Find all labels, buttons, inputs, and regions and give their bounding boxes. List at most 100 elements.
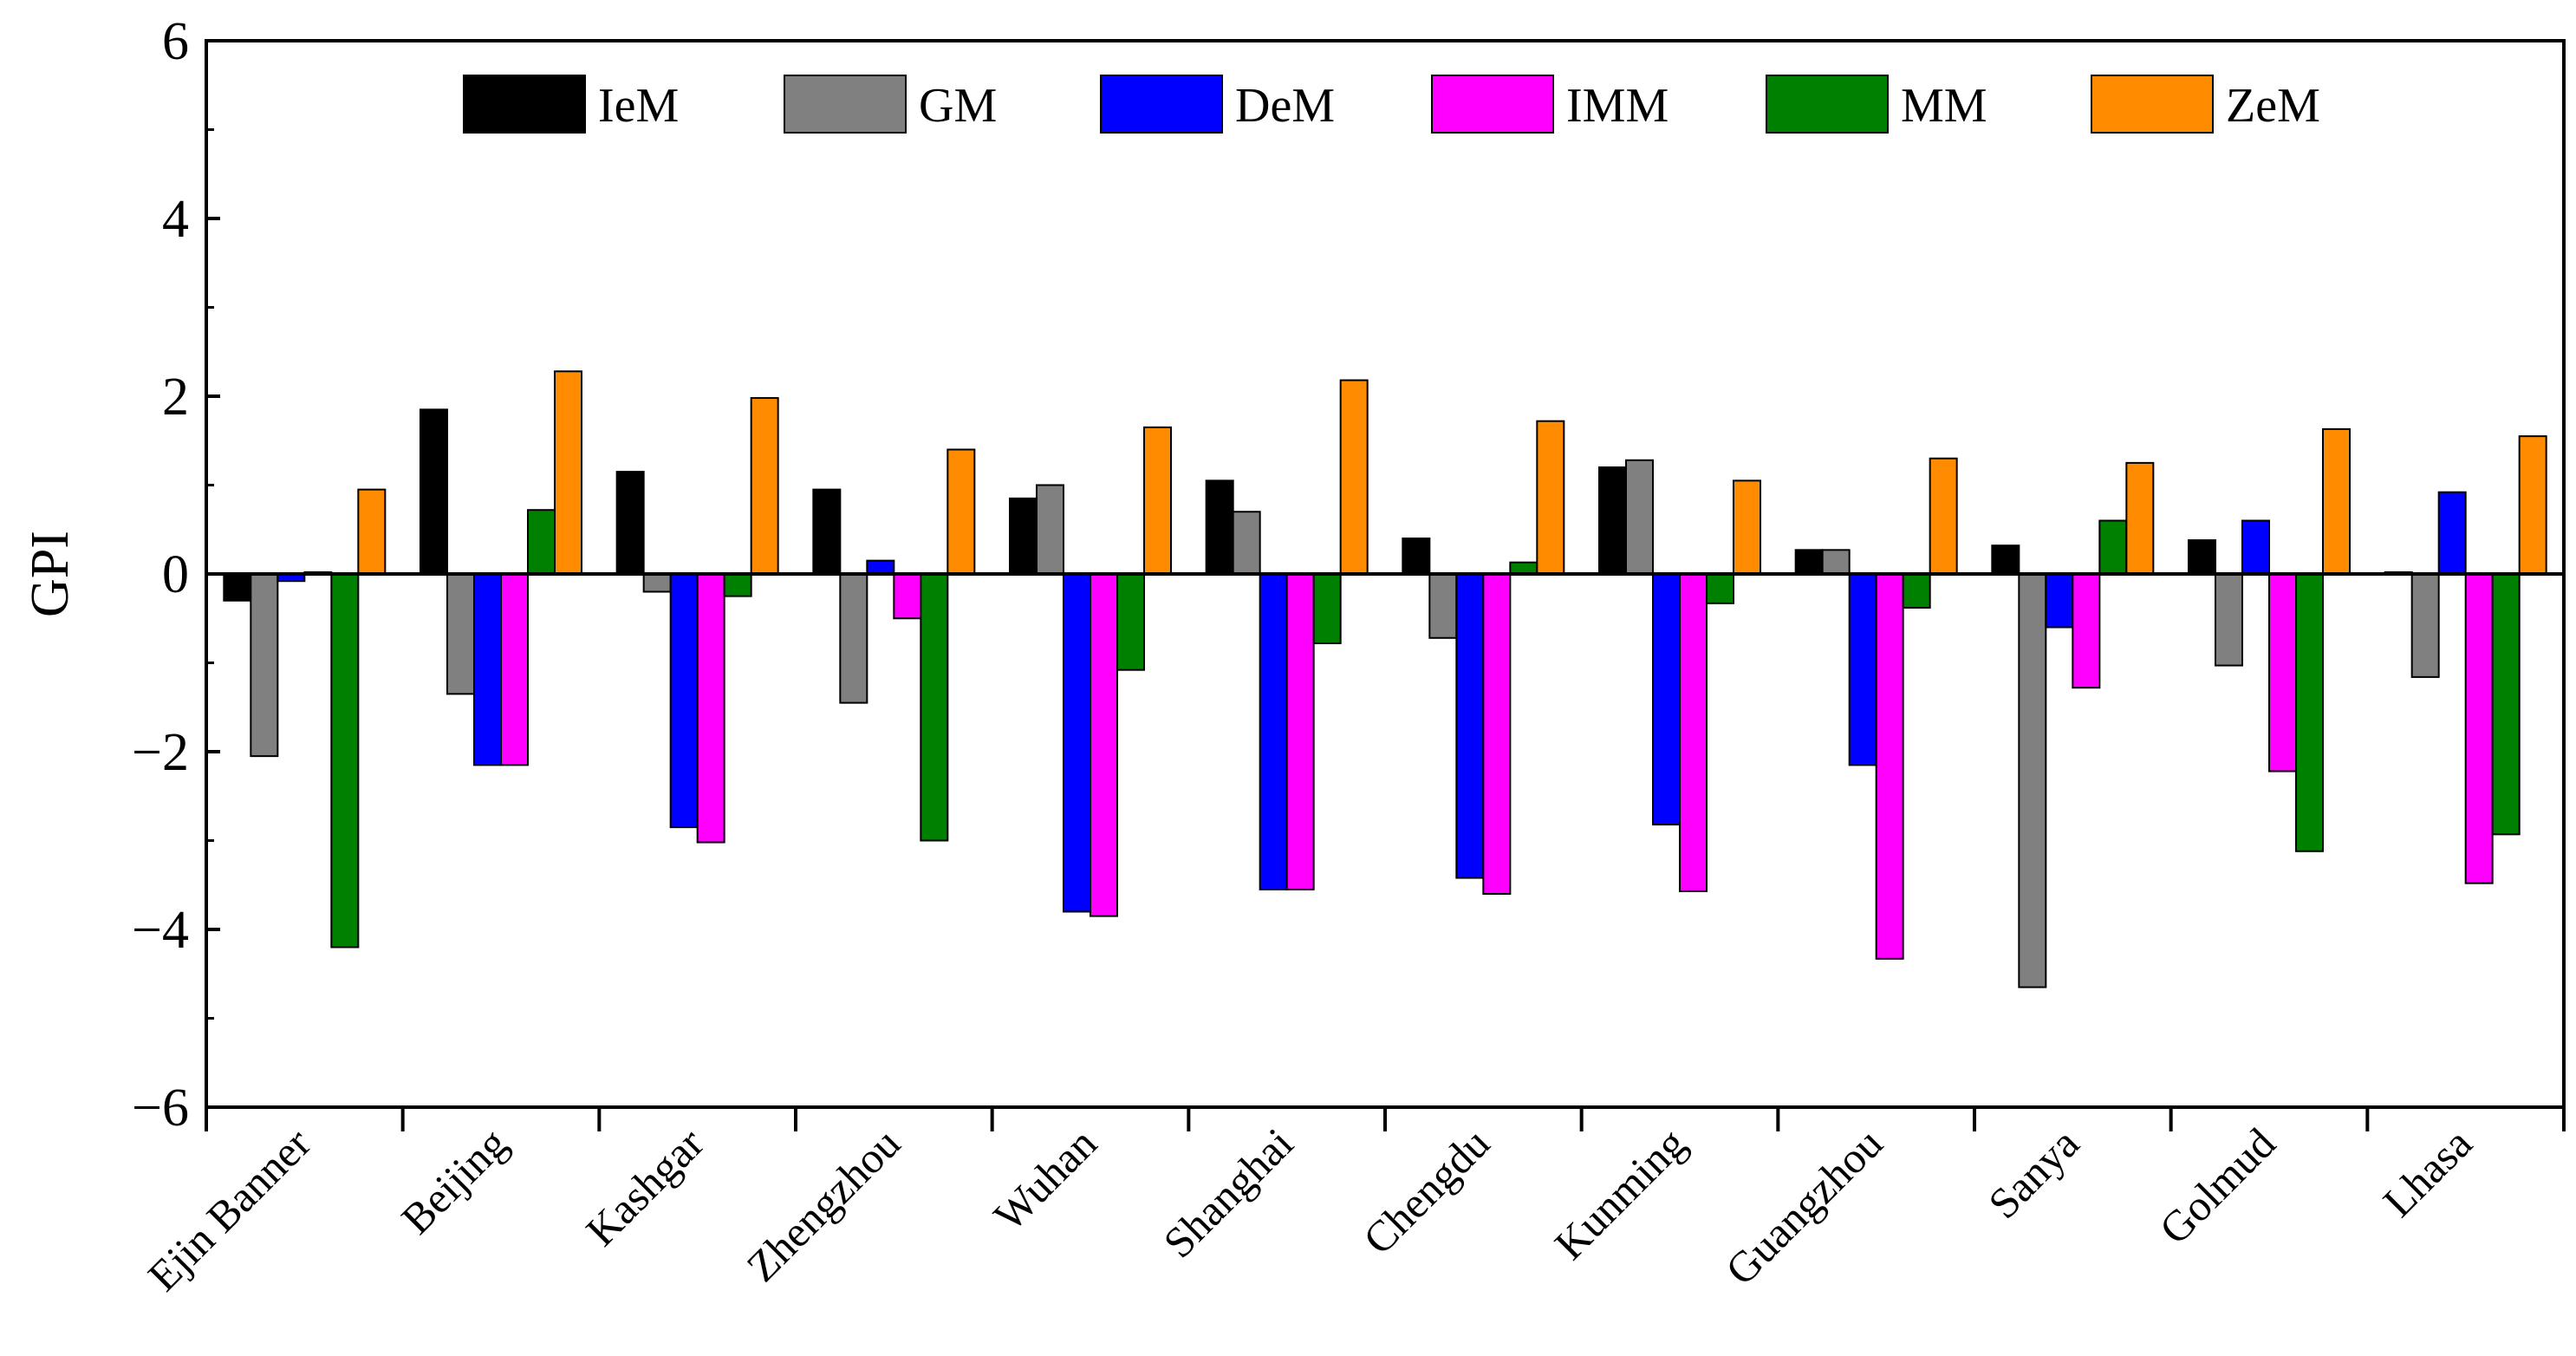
bar-iem-shanghai bbox=[1205, 479, 1234, 575]
bar-zem-guangzhou bbox=[1929, 457, 1958, 575]
y-tick-label: −4 bbox=[132, 901, 189, 960]
legend-swatch-zem bbox=[2091, 75, 2214, 134]
bar-mm-wuhan bbox=[1116, 573, 1145, 671]
y-tick-label: 0 bbox=[162, 545, 189, 604]
y-tick-label: −6 bbox=[132, 1079, 189, 1138]
legend-swatch-gm bbox=[784, 75, 907, 134]
x-tick-label: Lhasa bbox=[2373, 1118, 2481, 1226]
bar-iem-sanya bbox=[1991, 544, 2020, 576]
y-tick-label: 6 bbox=[162, 12, 189, 71]
legend-label-mm: MM bbox=[1901, 79, 1987, 133]
x-axis: Ejin Banner Beijing Kashgar Zhengzhou Wuhan S… bbox=[139, 1107, 2566, 1301]
bar-mm-beijing bbox=[527, 509, 556, 576]
legend-swatch-imm bbox=[1431, 75, 1554, 134]
bar-zem-beijing bbox=[554, 370, 582, 575]
bar-dem-kashgar bbox=[669, 573, 699, 829]
bars-layer bbox=[223, 370, 2547, 988]
bar-mm-sanya bbox=[2098, 519, 2128, 575]
bar-gm-golmud bbox=[2215, 573, 2243, 667]
bar-imm-kashgar bbox=[696, 573, 725, 844]
bar-gm-chengdu bbox=[1428, 573, 1458, 639]
bar-zem-wuhan bbox=[1143, 426, 1172, 575]
bar-zem-golmud bbox=[2322, 427, 2351, 575]
bar-gm-kashgar bbox=[642, 573, 672, 593]
x-tick-label: Kashgar bbox=[576, 1118, 713, 1255]
x-tick-label: Golmud bbox=[2150, 1118, 2284, 1253]
bar-iem-kashgar bbox=[615, 471, 645, 575]
bar-mm-zhengzhou bbox=[920, 573, 949, 842]
legend-swatch-dem bbox=[1100, 75, 1223, 134]
bar-dem-wuhan bbox=[1063, 573, 1091, 913]
bar-dem-golmud bbox=[2241, 519, 2270, 575]
bar-mm-lhasa bbox=[2491, 573, 2521, 836]
bar-zem-shanghai bbox=[1339, 379, 1369, 575]
bar-mm-golmud bbox=[2295, 573, 2324, 852]
y-tick-label: 2 bbox=[162, 368, 189, 427]
bar-zem-kashgar bbox=[750, 397, 779, 575]
bar-gm-sanya bbox=[2018, 573, 2047, 988]
bar-zem-ejin-banner bbox=[357, 488, 387, 575]
bar-iem-wuhan bbox=[1009, 497, 1038, 575]
bar-zem-kunming bbox=[1733, 479, 1761, 575]
bar-gm-ejin-banner bbox=[250, 573, 279, 758]
bar-zem-chengdu bbox=[1536, 420, 1565, 576]
bar-mm-kashgar bbox=[723, 573, 752, 597]
bar-zem-zhengzhou bbox=[946, 448, 976, 575]
bar-dem-shanghai bbox=[1259, 573, 1288, 890]
y-tick-label: 4 bbox=[162, 190, 189, 249]
bar-dem-lhasa bbox=[2437, 491, 2467, 576]
bar-imm-guangzhou bbox=[1875, 573, 1904, 960]
x-tick-label: Beijing bbox=[392, 1118, 517, 1243]
bar-dem-guangzhou bbox=[1848, 573, 1877, 766]
bar-mm-kunming bbox=[1706, 573, 1734, 604]
bar-gm-zhengzhou bbox=[839, 573, 868, 704]
x-tick-label: Kunming bbox=[1545, 1118, 1695, 1268]
bar-zem-sanya bbox=[2125, 461, 2155, 575]
bar-imm-beijing bbox=[500, 573, 529, 766]
legend-label-iem: IeM bbox=[598, 79, 679, 133]
legend-label-gm: GM bbox=[919, 79, 997, 133]
x-tick-label: Guangzhou bbox=[1716, 1118, 1892, 1294]
bar-zem-lhasa bbox=[2518, 435, 2547, 575]
x-tick-label: Sanya bbox=[1979, 1118, 2088, 1228]
bar-dem-kunming bbox=[1652, 573, 1681, 826]
bar-gm-wuhan bbox=[1036, 484, 1064, 575]
x-tick-label: Wuhan bbox=[984, 1118, 1105, 1240]
bar-iem-guangzhou bbox=[1794, 549, 1824, 576]
x-tick-label: Shanghai bbox=[1154, 1118, 1302, 1267]
bar-gm-guangzhou bbox=[1821, 549, 1851, 576]
bar-imm-lhasa bbox=[2464, 573, 2494, 884]
legend-label-dem: DeM bbox=[1235, 79, 1335, 133]
bar-mm-ejin-banner bbox=[330, 573, 360, 949]
bar-gm-lhasa bbox=[2410, 573, 2440, 678]
bar-imm-wuhan bbox=[1090, 573, 1118, 917]
legend-label-zem: ZeM bbox=[2226, 79, 2320, 133]
bar-imm-sanya bbox=[2072, 573, 2101, 689]
x-tick-label: Zhengzhou bbox=[737, 1118, 909, 1291]
bar-iem-beijing bbox=[420, 408, 448, 575]
legend-swatch-iem bbox=[463, 75, 586, 134]
y-tick-label: −2 bbox=[132, 723, 189, 782]
y-axis: 6 4 2 0 −2 −4 −6 bbox=[132, 12, 220, 1138]
bar-iem-kunming bbox=[1598, 466, 1627, 575]
bar-iem-golmud bbox=[2188, 539, 2216, 575]
x-tick-label: Ejin Banner bbox=[139, 1118, 321, 1301]
bar-dem-beijing bbox=[473, 573, 502, 766]
bar-mm-shanghai bbox=[1312, 573, 1342, 644]
x-tick-label: Chengdu bbox=[1354, 1118, 1499, 1263]
bar-iem-zhengzhou bbox=[812, 488, 842, 575]
bar-dem-zhengzhou bbox=[866, 559, 895, 575]
bar-gm-kunming bbox=[1625, 459, 1654, 575]
y-axis-title: GPI bbox=[21, 531, 80, 617]
legend: IeM GM DeM IMM MM ZeM bbox=[463, 75, 2320, 134]
bar-iem-ejin-banner bbox=[223, 573, 252, 602]
legend-label-imm: IMM bbox=[1566, 79, 1669, 133]
bar-iem-chengdu bbox=[1402, 538, 1431, 575]
bar-mm-guangzhou bbox=[1902, 573, 1931, 609]
bar-dem-sanya bbox=[2045, 573, 2074, 629]
bar-gm-shanghai bbox=[1232, 511, 1261, 575]
bar-imm-chengdu bbox=[1482, 573, 1512, 895]
legend-swatch-mm bbox=[1766, 75, 1889, 134]
bar-imm-kunming bbox=[1679, 573, 1708, 892]
